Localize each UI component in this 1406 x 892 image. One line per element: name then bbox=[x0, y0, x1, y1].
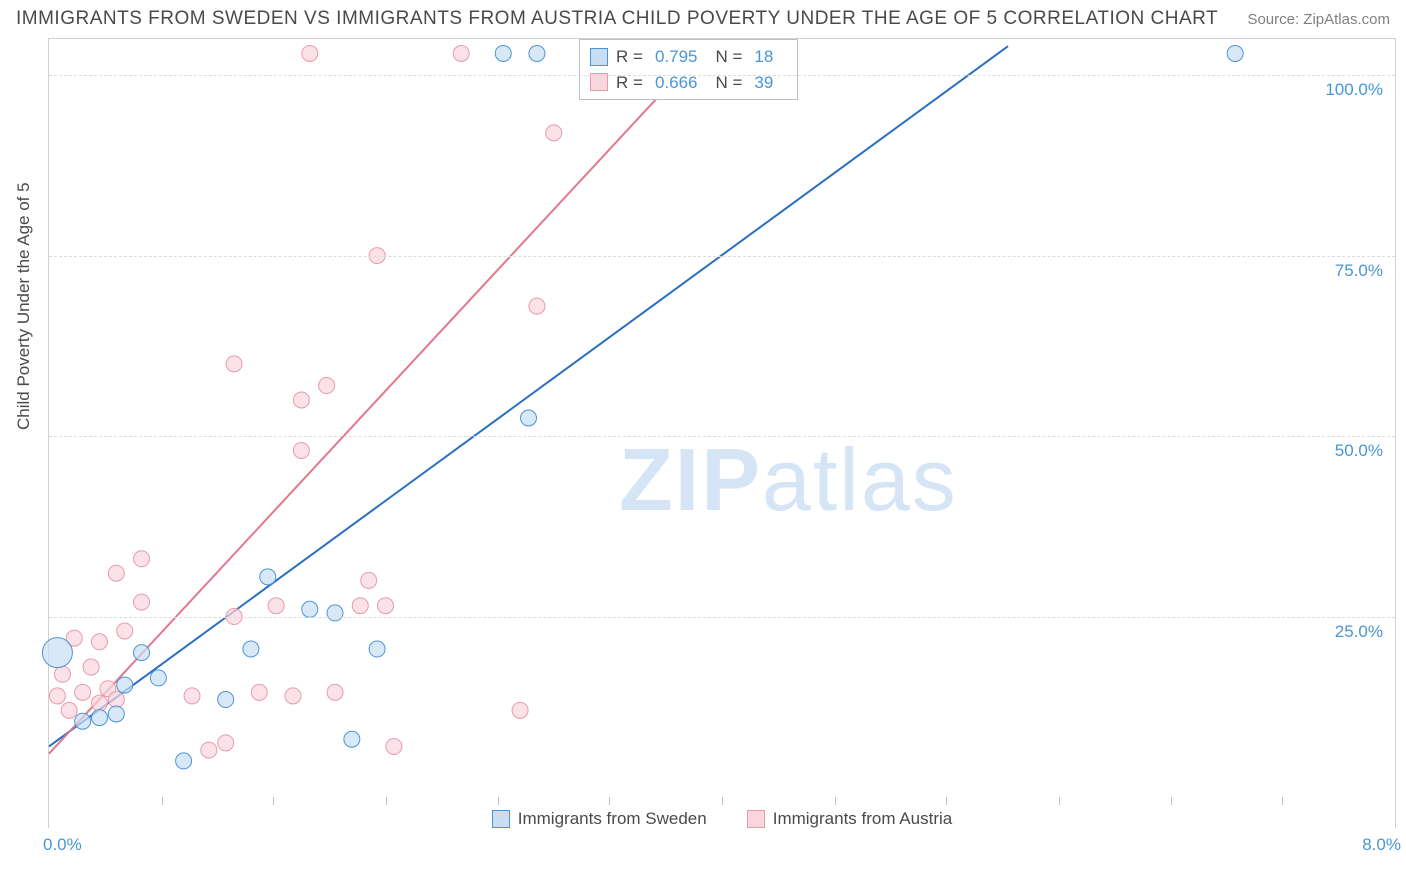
data-point bbox=[293, 442, 309, 458]
r-value-sweden: 0.795 bbox=[655, 44, 698, 70]
x-tick-max: 8.0% bbox=[1362, 835, 1401, 855]
data-point bbox=[226, 356, 242, 372]
legend-swatch-sweden bbox=[492, 810, 510, 828]
grid-line bbox=[49, 75, 1395, 76]
y-tick-label: 50.0% bbox=[1335, 441, 1383, 461]
r-label: R = bbox=[616, 44, 643, 70]
x-minor-tick bbox=[946, 797, 947, 805]
y-tick-label: 75.0% bbox=[1335, 261, 1383, 281]
x-minor-tick bbox=[273, 797, 274, 805]
data-point bbox=[54, 666, 70, 682]
x-minor-tick bbox=[1171, 797, 1172, 805]
data-point bbox=[150, 670, 166, 686]
n-value-sweden: 18 bbox=[754, 44, 773, 70]
data-point bbox=[134, 594, 150, 610]
data-point bbox=[91, 710, 107, 726]
data-point bbox=[361, 572, 377, 588]
x-minor-tick bbox=[609, 797, 610, 805]
chart-plot-area: ZIPatlas R = 0.795 N = 18 R = 0.666 N = … bbox=[48, 38, 1396, 828]
grid-line bbox=[49, 436, 1395, 437]
data-point bbox=[302, 601, 318, 617]
data-point bbox=[529, 298, 545, 314]
data-point bbox=[529, 45, 545, 61]
grid-line bbox=[49, 617, 1395, 618]
data-point bbox=[176, 753, 192, 769]
n-label: N = bbox=[715, 44, 742, 70]
data-point bbox=[218, 735, 234, 751]
x-minor-tick bbox=[1282, 797, 1283, 805]
x-minor-tick bbox=[386, 797, 387, 805]
data-point bbox=[495, 45, 511, 61]
data-point bbox=[378, 598, 394, 614]
data-point bbox=[49, 688, 65, 704]
r-value-austria: 0.666 bbox=[655, 70, 698, 96]
data-point bbox=[369, 641, 385, 657]
data-point bbox=[75, 713, 91, 729]
data-point bbox=[218, 692, 234, 708]
data-point bbox=[91, 634, 107, 650]
data-point bbox=[184, 688, 200, 704]
x-minor-tick bbox=[498, 797, 499, 805]
data-point bbox=[75, 684, 91, 700]
data-point bbox=[134, 645, 150, 661]
correlation-stats-box: R = 0.795 N = 18 R = 0.666 N = 39 bbox=[579, 39, 798, 100]
data-point bbox=[521, 410, 537, 426]
grid-line bbox=[49, 256, 1395, 257]
data-point bbox=[302, 45, 318, 61]
data-point bbox=[285, 688, 301, 704]
swatch-sweden bbox=[590, 48, 608, 66]
x-minor-tick bbox=[1059, 797, 1060, 805]
data-point bbox=[83, 659, 99, 675]
data-point bbox=[201, 742, 217, 758]
r-label: R = bbox=[616, 70, 643, 96]
data-point bbox=[386, 738, 402, 754]
chart-title: IMMIGRANTS FROM SWEDEN VS IMMIGRANTS FRO… bbox=[16, 8, 1218, 30]
y-tick-label: 100.0% bbox=[1325, 80, 1383, 100]
legend-item-austria: Immigrants from Austria bbox=[747, 809, 953, 829]
data-point bbox=[453, 45, 469, 61]
data-point bbox=[108, 565, 124, 581]
data-point bbox=[1227, 45, 1243, 61]
x-minor-tick bbox=[162, 797, 163, 805]
trend-line bbox=[49, 46, 1008, 746]
stat-row-sweden: R = 0.795 N = 18 bbox=[590, 44, 783, 70]
data-point bbox=[134, 551, 150, 567]
data-point bbox=[344, 731, 360, 747]
plot-svg bbox=[49, 39, 1395, 827]
data-point bbox=[327, 684, 343, 700]
data-point bbox=[251, 684, 267, 700]
y-axis-label: Child Poverty Under the Age of 5 bbox=[14, 182, 34, 430]
data-point bbox=[319, 378, 335, 394]
legend-item-sweden: Immigrants from Sweden bbox=[492, 809, 707, 829]
x-minor-tick bbox=[722, 797, 723, 805]
data-point bbox=[108, 706, 124, 722]
n-value-austria: 39 bbox=[754, 70, 773, 96]
legend-label-sweden: Immigrants from Sweden bbox=[518, 809, 707, 829]
n-label: N = bbox=[715, 70, 742, 96]
data-point bbox=[117, 623, 133, 639]
legend-label-austria: Immigrants from Austria bbox=[773, 809, 953, 829]
data-point bbox=[61, 702, 77, 718]
data-point bbox=[91, 695, 107, 711]
x-minor-tick bbox=[835, 797, 836, 805]
y-tick-label: 25.0% bbox=[1335, 622, 1383, 642]
data-point bbox=[117, 677, 133, 693]
stat-row-austria: R = 0.666 N = 39 bbox=[590, 70, 783, 96]
source-attribution: Source: ZipAtlas.com bbox=[1247, 11, 1390, 28]
data-point bbox=[546, 125, 562, 141]
data-point bbox=[327, 605, 343, 621]
legend-bottom: Immigrants from Sweden Immigrants from A… bbox=[49, 803, 1395, 829]
x-tick-min: 0.0% bbox=[43, 835, 82, 855]
data-point bbox=[512, 702, 528, 718]
data-point bbox=[108, 692, 124, 708]
legend-swatch-austria bbox=[747, 810, 765, 828]
data-point bbox=[293, 392, 309, 408]
data-point bbox=[42, 638, 72, 668]
data-point bbox=[352, 598, 368, 614]
data-point bbox=[260, 569, 276, 585]
data-point bbox=[243, 641, 259, 657]
data-point bbox=[268, 598, 284, 614]
